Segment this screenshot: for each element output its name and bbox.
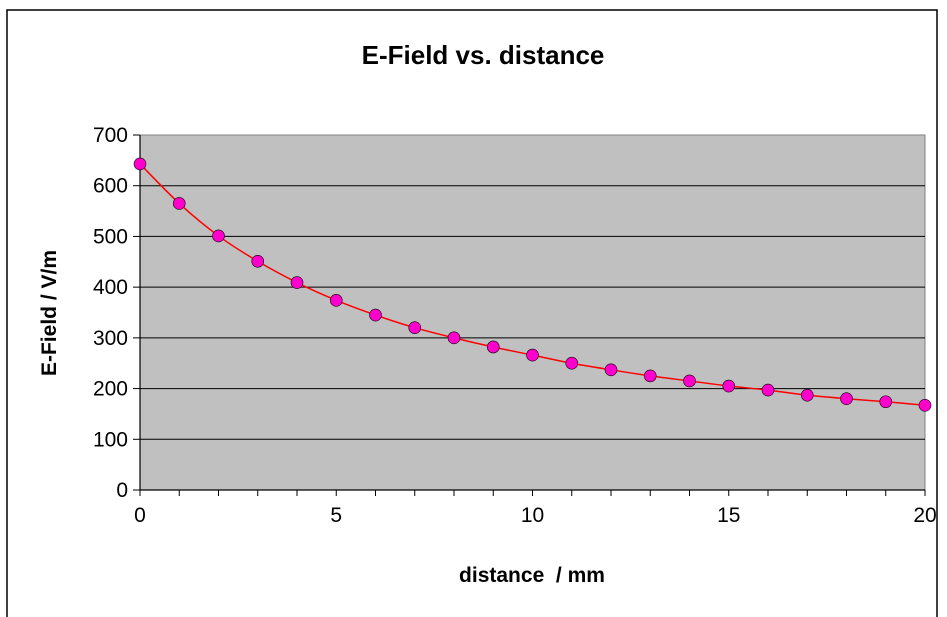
chart-title: E-Field vs. distance: [362, 40, 605, 70]
data-point: [408, 321, 422, 335]
data-point: [212, 229, 225, 243]
gridlines: [140, 185, 925, 440]
data-point: [133, 157, 147, 171]
data-point: [761, 383, 775, 397]
data-point: [722, 379, 736, 393]
data-point: [172, 197, 186, 210]
y-tick-label: 700: [93, 124, 128, 147]
data-point: [565, 356, 579, 370]
data-point: [604, 363, 618, 377]
data-point: [800, 388, 814, 402]
data-point: [486, 340, 500, 354]
y-tick-label: 0: [116, 479, 128, 502]
y-tick-label: 500: [93, 225, 128, 248]
data-point: [918, 399, 932, 412]
data-point: [643, 369, 657, 383]
data-point: [526, 348, 539, 362]
y-axis-label: E-Field / V/m: [38, 250, 61, 376]
data-point: [683, 374, 696, 388]
y-tick-label: 400: [93, 276, 128, 299]
y-tick-label: 600: [93, 175, 128, 198]
x-tick-label: 15: [717, 504, 740, 527]
data-point: [879, 395, 893, 409]
series: [133, 157, 932, 412]
axes: 0 100 200 300 400 500 600 700 0 5 10 15 20: [93, 124, 937, 527]
data-point: [447, 331, 461, 345]
y-tick-label: 100: [93, 428, 128, 451]
y-tick-label: 300: [93, 327, 128, 350]
data-point: [840, 392, 853, 406]
data-point: [369, 308, 382, 322]
data-point: [290, 276, 304, 289]
x-axis-label: distance / mm: [459, 564, 605, 587]
x-tick-label: 5: [330, 504, 342, 527]
x-tick-label: 20: [913, 504, 936, 527]
x-tick-label: 10: [521, 504, 544, 527]
data-point: [251, 254, 265, 268]
y-tick-label: 200: [93, 378, 128, 401]
plot-area: [139, 134, 926, 491]
data-point: [329, 294, 343, 307]
x-tick-label: 0: [134, 504, 146, 527]
